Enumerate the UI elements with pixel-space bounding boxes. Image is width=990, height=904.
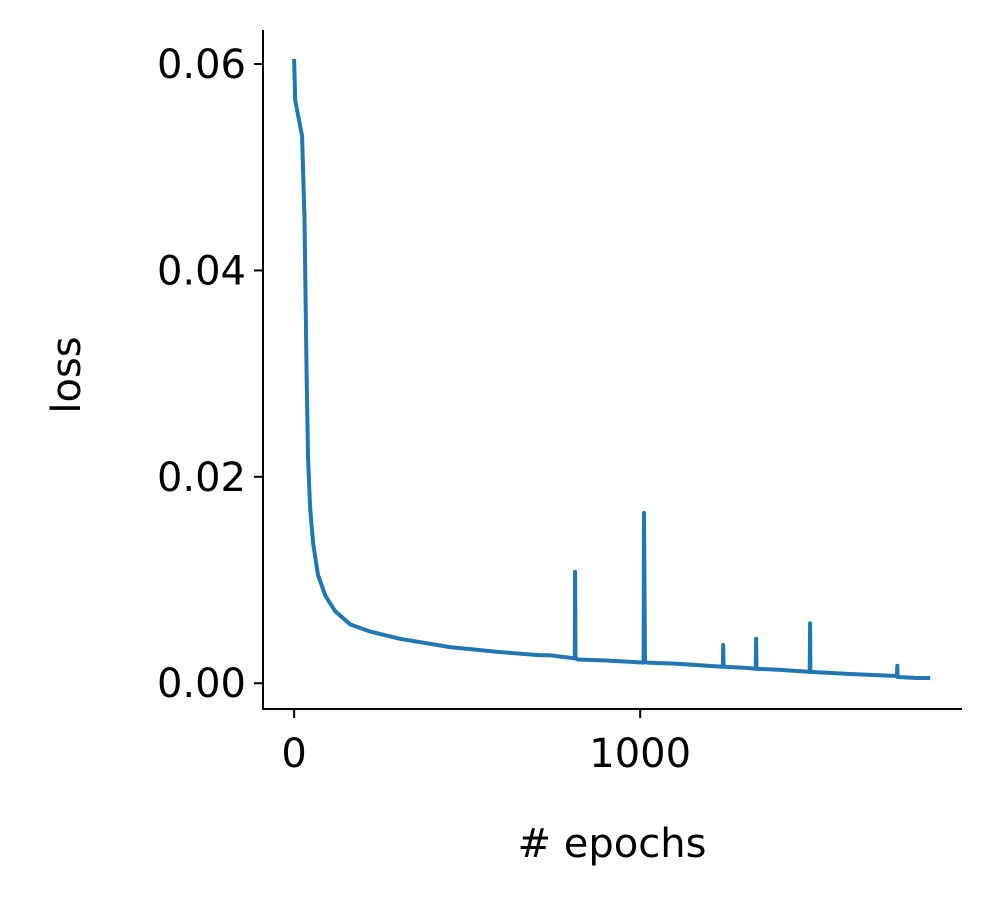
y-tick-label: 0.00	[157, 661, 246, 707]
loss-series-line	[292, 58, 931, 680]
x-axis-label: # epochs	[518, 821, 707, 867]
y-tick-label: 0.02	[157, 455, 246, 501]
y-tick-label: 0.06	[157, 42, 246, 88]
x-tick-label: 1000	[589, 731, 691, 777]
y-axis-label: loss	[44, 336, 90, 413]
ticks: 0 1000 0.00 0.02 0.04 0.06	[157, 42, 691, 777]
x-tick-label: 0	[281, 731, 306, 777]
plot-area	[292, 58, 931, 680]
y-tick-label: 0.04	[157, 248, 246, 294]
